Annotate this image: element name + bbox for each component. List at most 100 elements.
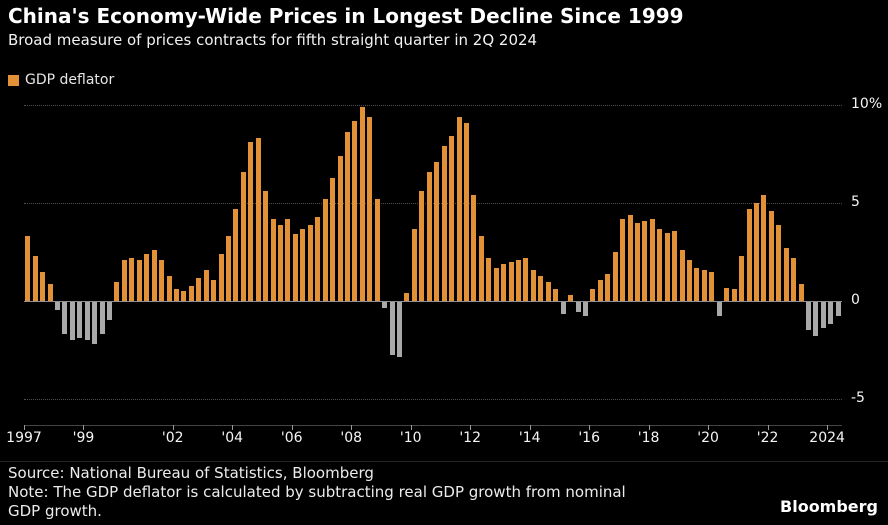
bar-1997-q2 (32, 256, 38, 302)
bar-1999-q3 (99, 302, 105, 334)
bar-2005-q3 (278, 224, 284, 302)
bar-2019-q4 (701, 269, 707, 302)
x-axis-label-99: '99 (72, 430, 95, 446)
bar-2012-q4 (493, 267, 499, 302)
bar-2012-q3 (486, 258, 492, 302)
note-text-line1: Note: The GDP deflator is calculated by … (8, 483, 626, 501)
bar-2003-q2 (211, 279, 217, 302)
x-axis-label-16: '16 (578, 430, 600, 446)
bar-2000-q4 (136, 260, 142, 302)
bar-2020-q1 (709, 271, 715, 302)
legend: GDP deflator (8, 72, 114, 88)
bar-2017-q2 (627, 214, 633, 302)
bar-2009-q1 (382, 302, 388, 309)
bar-2017-q4 (642, 220, 648, 302)
bar-2000-q3 (129, 258, 135, 302)
bar-2019-q2 (687, 260, 693, 302)
bar-2012-q1 (471, 195, 477, 302)
bar-2001-q2 (151, 250, 157, 302)
bar-2018-q1 (649, 218, 655, 302)
bar-2006-q4 (315, 216, 321, 302)
source-text: Source: National Bureau of Statistics, B… (8, 464, 374, 482)
x-axis-tick-99 (83, 425, 85, 430)
bar-2007-q4 (344, 132, 350, 302)
bar-2024-q1 (828, 302, 834, 324)
bar-2023-q1 (798, 283, 804, 302)
bar-2010-q3 (426, 171, 432, 302)
bar-2022-q1 (768, 210, 774, 302)
x-axis-label-06: '06 (280, 430, 303, 446)
bar-1999-q4 (107, 302, 113, 320)
x-axis-label-02: '02 (161, 430, 184, 446)
bar-2008-q3 (367, 116, 373, 302)
bar-2014-q2 (538, 275, 544, 302)
x-axis-label-12: '12 (459, 430, 482, 446)
bar-2010-q1 (411, 228, 417, 302)
bar-2018-q3 (664, 232, 670, 302)
chart-title: China's Economy-Wide Prices in Longest D… (8, 4, 684, 28)
bar-2007-q2 (330, 177, 336, 302)
bar-1998-q3 (69, 302, 75, 340)
bar-2004-q3 (248, 142, 254, 302)
bar-2009-q2 (389, 302, 395, 356)
bar-2005-q1 (263, 191, 269, 302)
gridline--5 (24, 399, 842, 401)
legend-label: GDP deflator (25, 72, 115, 88)
bar-2001-q3 (159, 260, 165, 302)
bar-2023-q3 (813, 302, 819, 336)
bar-1999-q1 (84, 302, 90, 340)
note-text-line2: GDP growth. (8, 502, 102, 520)
x-axis-tick-20 (708, 425, 710, 430)
gridline-10 (24, 104, 842, 106)
bar-2003-q4 (226, 236, 231, 302)
bar-2015-q4 (582, 302, 588, 316)
bar-2013-q1 (501, 263, 507, 302)
bar-2024-q2 (835, 302, 841, 316)
bar-2005-q4 (285, 218, 291, 302)
bar-2018-q2 (657, 228, 663, 302)
bar-2002-q1 (173, 289, 179, 302)
bar-1997-q4 (47, 283, 53, 302)
x-axis-label-2024: 2024 (809, 430, 845, 446)
bar-2000-q1 (114, 281, 120, 302)
x-axis-label-14: '14 (518, 430, 541, 446)
bar-2014-q4 (553, 289, 559, 302)
x-axis-tick-22 (767, 425, 769, 430)
y-axis-label-0: 0 (851, 292, 860, 309)
bar-2004-q2 (240, 171, 246, 302)
bar-2006-q3 (307, 224, 313, 302)
bar-2011-q3 (456, 116, 462, 302)
bar-2020-q4 (731, 289, 737, 302)
bar-2006-q1 (292, 234, 298, 302)
bar-2019-q3 (694, 267, 700, 302)
bar-2019-q1 (679, 250, 685, 302)
x-axis-label-04: '04 (221, 430, 244, 446)
bar-1998-q1 (54, 302, 60, 311)
bar-2009-q3 (397, 302, 403, 358)
bar-1998-q4 (77, 302, 83, 338)
x-axis-tick-1997 (24, 425, 25, 430)
bar-2006-q2 (300, 228, 306, 302)
bar-2004-q4 (255, 138, 261, 302)
x-axis-label-08: '08 (340, 430, 363, 446)
footer-divider (0, 461, 888, 462)
bar-2017-q1 (620, 218, 626, 302)
bar-2004-q1 (233, 208, 239, 302)
bar-2022-q2 (776, 224, 782, 302)
bar-2018-q4 (672, 230, 678, 302)
bar-2003-q1 (203, 269, 209, 302)
x-axis-label-10: '10 (399, 430, 422, 446)
bar-2016-q1 (590, 289, 596, 302)
bar-2020-q3 (724, 287, 730, 302)
bar-2000-q2 (121, 260, 127, 302)
bar-1997-q3 (40, 271, 46, 302)
x-axis-tick-12 (470, 425, 472, 430)
x-axis-label-20: '20 (697, 430, 719, 446)
bar-2002-q4 (196, 277, 202, 302)
x-axis-tick-06 (291, 425, 293, 430)
bar-2001-q4 (166, 275, 172, 302)
legend-swatch-icon (8, 74, 19, 86)
bar-2005-q2 (270, 218, 276, 302)
bar-2014-q1 (530, 269, 536, 302)
